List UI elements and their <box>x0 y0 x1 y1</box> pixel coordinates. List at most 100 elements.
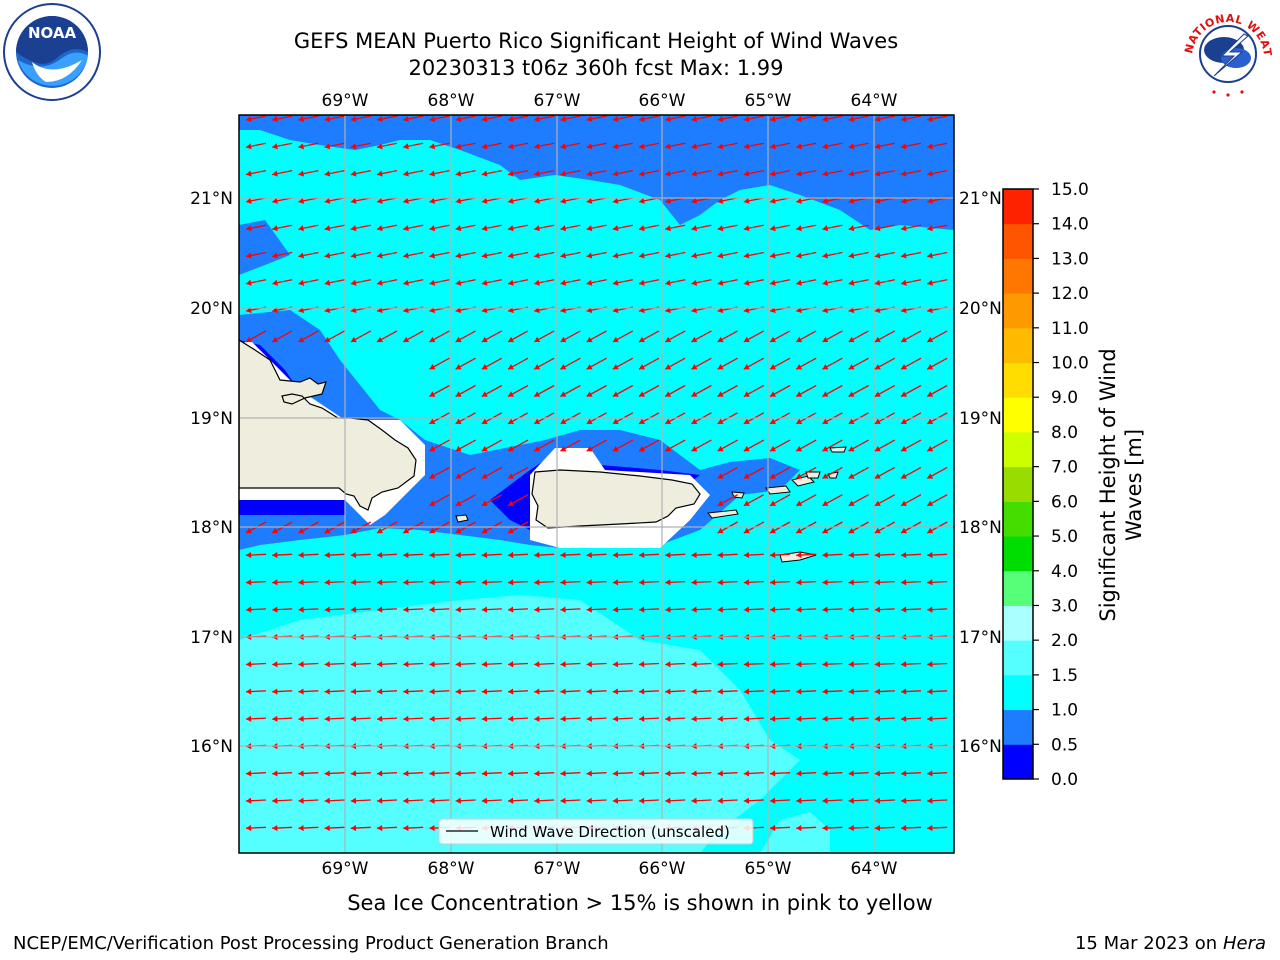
wave-direction-arrow <box>324 142 345 150</box>
wave-direction-arrow <box>534 688 555 695</box>
wave-direction-arrow <box>822 715 843 722</box>
wave-direction-arrow <box>481 797 502 804</box>
wave-direction-arrow <box>403 606 424 613</box>
wave-direction-arrow <box>927 715 948 722</box>
wave-direction-arrow <box>534 142 555 150</box>
wave-direction-arrow <box>796 770 817 777</box>
wave-direction-arrow <box>822 224 843 232</box>
wave-direction-arrow <box>298 279 319 286</box>
wave-direction-arrow <box>272 579 293 586</box>
wave-direction-arrow <box>612 797 633 804</box>
wave-direction-arrow <box>900 384 922 398</box>
wave-direction-arrow <box>638 142 660 150</box>
wave-direction-arrow <box>822 688 843 695</box>
wave-direction-arrow <box>560 224 581 232</box>
wave-direction-arrow <box>769 169 791 177</box>
wave-direction-arrow <box>376 224 398 232</box>
lat-label-left: 17°N <box>190 628 233 648</box>
wave-direction-arrow <box>717 797 738 804</box>
wave-direction-arrow <box>717 224 738 232</box>
wave-direction-arrow <box>796 661 817 668</box>
wave-direction-arrow <box>796 224 817 232</box>
colorbar-tick-label: 6.0 <box>1051 492 1078 512</box>
map-title-line2: 20230313 t06z 360h fcst Max: 1.99 <box>408 56 784 80</box>
wave-direction-arrow <box>586 688 607 695</box>
wave-direction-arrow <box>507 142 529 150</box>
wave-direction-arrow <box>874 279 895 286</box>
lon-label-bottom: 69°W <box>322 859 369 879</box>
wave-direction-arrow <box>795 357 817 370</box>
lon-label-top: 65°W <box>745 91 792 111</box>
lat-label-right: 16°N <box>959 737 1002 757</box>
wave-direction-arrow <box>769 797 791 804</box>
wave-direction-arrow <box>560 579 581 586</box>
colorbar-swatch <box>1003 397 1033 433</box>
wave-direction-arrow <box>324 579 345 586</box>
wave-direction-arrow <box>481 224 502 232</box>
wave-direction-arrow <box>507 551 529 559</box>
wave-direction-arrow <box>534 715 555 722</box>
wave-direction-arrow <box>298 824 319 832</box>
wave-direction-arrow <box>560 142 581 150</box>
wave-direction-arrow <box>743 251 764 259</box>
wave-direction-arrow <box>272 169 293 177</box>
wave-direction-arrow <box>874 797 895 804</box>
wave-direction-arrow <box>796 797 817 804</box>
wave-direction-arrow <box>743 279 764 286</box>
wave-direction-arrow <box>560 330 581 343</box>
wave-direction-arrow <box>455 169 476 177</box>
wave-direction-arrow <box>927 688 948 695</box>
wave-direction-arrow <box>795 330 817 343</box>
wave-direction-arrow <box>691 142 712 150</box>
wave-direction-arrow <box>586 169 607 177</box>
colorbar-swatch <box>1003 293 1033 329</box>
wave-direction-arrow <box>691 384 712 398</box>
wave-direction-arrow <box>455 357 476 370</box>
wave-direction-arrow <box>429 579 450 586</box>
wave-direction-arrow <box>455 439 476 452</box>
wave-direction-arrow <box>691 715 712 722</box>
wave-direction-arrow <box>298 688 319 695</box>
wave-direction-arrow <box>376 606 398 613</box>
wave-direction-arrow <box>665 142 686 150</box>
wave-direction-arrow <box>796 279 817 286</box>
wave-direction-arrow <box>717 251 738 259</box>
wave-direction-arrow <box>664 384 686 398</box>
wave-direction-arrow <box>245 330 267 343</box>
wave-direction-arrow <box>848 770 869 777</box>
wave-direction-arrow <box>350 279 371 286</box>
wave-direction-arrow <box>402 330 424 343</box>
wave-direction-arrow <box>769 715 791 722</box>
wave-direction-arrow <box>245 688 267 695</box>
wave-direction-arrow <box>245 279 267 286</box>
wave-direction-arrow <box>455 797 476 804</box>
wave-direction-arrow <box>272 661 293 668</box>
wave-direction-arrow <box>874 551 895 559</box>
wave-direction-arrow <box>534 551 555 559</box>
map-frame <box>238 114 955 854</box>
puerto-rico-land <box>531 469 701 529</box>
wave-direction-arrow <box>245 606 267 613</box>
wave-direction-arrow <box>534 770 555 777</box>
wave-direction-arrow <box>612 251 633 259</box>
wave-direction-arrow <box>350 797 371 804</box>
wave-direction-arrow <box>324 551 345 559</box>
colorbar-swatch <box>1003 431 1033 468</box>
wave-direction-arrow <box>298 606 319 613</box>
wave-direction-arrow <box>743 494 765 507</box>
wave-direction-arrow <box>455 142 476 150</box>
wave-direction-arrow <box>376 770 398 777</box>
wave-direction-arrow <box>927 115 948 123</box>
wave-direction-arrow <box>272 770 293 777</box>
wave-direction-arrow <box>743 384 765 398</box>
lat-label-left: 21°N <box>190 189 233 209</box>
wave-direction-arrow <box>324 770 345 777</box>
wave-direction-arrow <box>245 142 267 150</box>
wave-direction-arrow <box>272 715 293 722</box>
wave-direction-arrow <box>612 439 634 452</box>
colorbar-swatch <box>1003 327 1033 364</box>
wave-direction-arrow <box>560 115 581 123</box>
lat-label-left: 16°N <box>190 737 233 757</box>
wave-direction-arrow <box>376 661 398 668</box>
lon-label-bottom: 64°W <box>851 859 898 879</box>
